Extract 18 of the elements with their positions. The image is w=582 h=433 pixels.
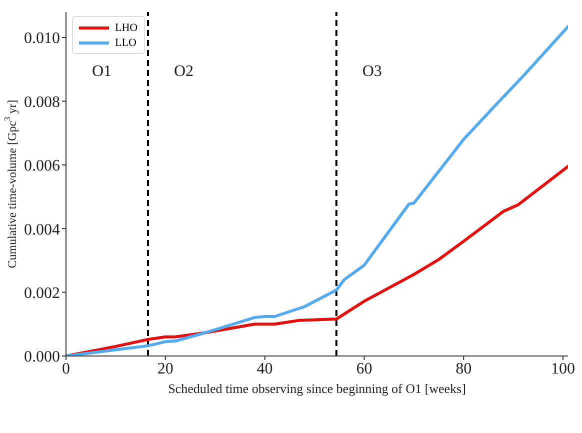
x-tick-label: 60 bbox=[356, 360, 372, 378]
y-tick-label: 0.004 bbox=[24, 221, 60, 238]
x-axis-title: Scheduled time observing since beginning of O1 [weeks] bbox=[168, 381, 466, 396]
y-tick-label: 0.010 bbox=[24, 30, 60, 48]
y-tick-label: 0.006 bbox=[24, 158, 60, 175]
x-tick-label: 80 bbox=[456, 360, 472, 378]
x-tick-label: 0 bbox=[62, 360, 70, 378]
legend-label: LHO bbox=[115, 22, 138, 34]
annotation: O3 bbox=[362, 63, 382, 80]
y-tick-label: 0.000 bbox=[24, 348, 60, 366]
y-tick-label: 0.008 bbox=[24, 94, 60, 111]
legend-label: LLO bbox=[115, 36, 136, 48]
annotation: O1 bbox=[92, 63, 112, 80]
x-tick-label: 100 bbox=[551, 360, 576, 378]
y-tick-label: 0.002 bbox=[24, 284, 60, 302]
annotation: O2 bbox=[174, 63, 194, 80]
x-tick-label: 20 bbox=[157, 360, 174, 378]
x-tick-label: 40 bbox=[256, 360, 273, 378]
